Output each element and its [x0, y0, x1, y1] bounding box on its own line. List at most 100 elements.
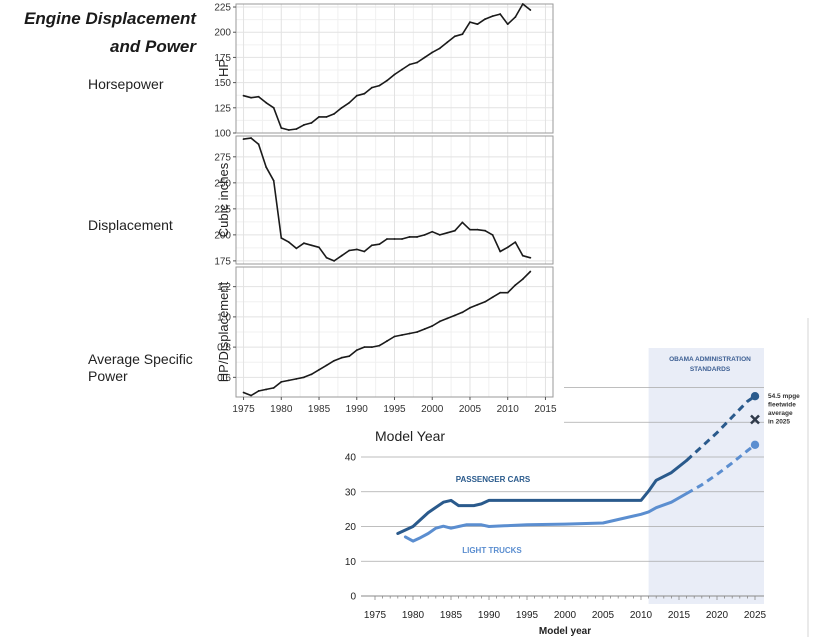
hp-data-point — [446, 41, 449, 44]
ratio-data-point — [363, 346, 366, 349]
hp-data-point — [310, 122, 313, 124]
disp-data-point — [499, 250, 502, 253]
ratio-y-axis-label: HP/Displacement — [216, 281, 231, 382]
panel-label-displacement: Displacement — [88, 217, 173, 233]
hp-y-axis-label: HP — [216, 59, 231, 77]
shared-x-tick-label: 1980 — [270, 404, 293, 415]
standards-label-line-1: OBAMA ADMINISTRATION — [669, 356, 751, 363]
ratio-data-point — [469, 306, 471, 309]
shared-x-tick-label: 1985 — [308, 404, 331, 415]
hp-data-point — [529, 9, 532, 11]
mpg-x-tick-label: 1980 — [402, 610, 425, 621]
fuel-economy-chart: OBAMA ADMINISTRATION STANDARDS 0 10 20 30 40 19… — [345, 318, 809, 637]
ratio-data-point — [521, 278, 524, 280]
ratio-data-point — [325, 364, 328, 367]
disp-data-point — [318, 246, 320, 249]
disp-data-point — [272, 179, 275, 182]
disp-y-tick-label: 275 — [214, 152, 231, 163]
ratio-data-point — [484, 300, 486, 303]
ratio-data-point — [461, 311, 464, 314]
disp-data-point — [446, 231, 449, 234]
ratio-data-point — [340, 356, 343, 359]
hp-data-point — [438, 47, 441, 50]
hp-data-point — [461, 33, 464, 36]
disp-data-point — [257, 143, 260, 146]
ratio-data-point — [272, 387, 275, 389]
hp-data-point — [416, 61, 419, 64]
mpg-x-tick-label: 1975 — [364, 610, 387, 621]
mpg-x-tick-label: 2010 — [630, 610, 653, 621]
light-trucks-line — [403, 492, 689, 543]
mpg-y-tick-label: 40 — [345, 453, 357, 464]
disp-data-point — [408, 236, 411, 238]
shared-x-tick-label: 2000 — [421, 404, 444, 415]
ratio-data-point — [476, 303, 479, 306]
hp-data-point — [272, 106, 275, 109]
ratio-data-point — [491, 296, 494, 299]
ratio-data-point — [348, 355, 351, 358]
ratio-data-point — [257, 390, 260, 392]
disp-data-point — [363, 250, 366, 253]
hp-data-point — [514, 16, 517, 19]
ratio-data-point — [265, 388, 268, 391]
hp-data-point — [469, 21, 471, 24]
ratio-data-points — [242, 270, 532, 397]
ratio-data-point — [529, 270, 532, 273]
mpg-x-tick-label: 2000 — [554, 610, 577, 621]
passenger-cars-line — [396, 459, 689, 535]
mpg-x-tick-label: 2005 — [592, 610, 615, 621]
shared-x-tick-label: 2010 — [497, 404, 520, 415]
ratio-y-tick-label: 1.0 — [217, 312, 231, 323]
mpg-x-tick-label: 1985 — [440, 610, 463, 621]
hp-series-line — [243, 3, 531, 131]
ratio-data-point — [303, 376, 305, 379]
hp-data-point — [325, 115, 328, 118]
figure-title-line-1: Engine Displacement — [24, 9, 197, 28]
shared-x-axis-label: Model Year — [375, 428, 445, 444]
mpg-x-tick-label: 2015 — [668, 610, 691, 621]
target-annotation-line: in 2025 — [768, 419, 790, 426]
disp-data-points — [242, 137, 532, 262]
disp-data-point — [370, 244, 373, 247]
hp-data-point — [250, 96, 252, 99]
disp-y-axis-label: Cubic inches — [216, 162, 231, 237]
hp-y-tick-label: 100 — [214, 129, 231, 140]
specific-power-panel: 0.6 0.8 1.0 1.2HP/Displacement 1975 1980 1985 1… — [216, 266, 557, 415]
hp-data-point — [348, 101, 351, 104]
disp-data-point — [295, 247, 298, 250]
ratio-data-point — [401, 334, 403, 336]
hp-data-point — [521, 3, 524, 5]
ratio-y-tick-label: 0.6 — [217, 373, 231, 384]
hp-data-point — [506, 23, 509, 26]
hp-major-grid — [236, 4, 553, 134]
ratio-major-grid — [236, 267, 553, 397]
hp-data-point — [491, 15, 494, 17]
disp-data-point — [287, 241, 290, 244]
figure-title-line-2: and Power — [110, 37, 197, 56]
shared-x-tick-label: 1975 — [232, 404, 255, 415]
horsepower-panel: 100 125 150 175 200 225 HP — [214, 3, 554, 140]
ratio-data-point — [453, 314, 456, 317]
passenger-cars-series-label: PASSENGER CARS — [456, 475, 531, 484]
hp-data-point — [408, 63, 411, 66]
disp-data-point — [310, 244, 313, 247]
shared-x-tick-label: 2005 — [459, 404, 482, 415]
disp-y-tick-label: 225 — [214, 204, 231, 215]
disp-major-grid — [236, 136, 553, 264]
disp-data-point — [393, 238, 396, 240]
hp-data-point — [295, 128, 298, 130]
hp-data-point — [280, 127, 283, 129]
shared-x-tick-label: 1990 — [346, 404, 369, 415]
hp-data-point — [303, 124, 305, 126]
ratio-data-point — [378, 344, 381, 347]
light-trucks-series-label: LIGHT TRUCKS — [462, 546, 522, 555]
ratio-data-point — [423, 328, 426, 330]
disp-y-tick-label: 175 — [214, 256, 231, 267]
hp-data-point — [318, 115, 320, 118]
ratio-data-point — [393, 335, 396, 338]
mpg-y-tick-label: 10 — [345, 557, 357, 568]
ratio-data-point — [242, 391, 245, 394]
standards-label-line-2: STANDARDS — [690, 366, 731, 373]
disp-data-point — [348, 249, 351, 252]
hp-y-tick-label: 125 — [214, 103, 231, 114]
